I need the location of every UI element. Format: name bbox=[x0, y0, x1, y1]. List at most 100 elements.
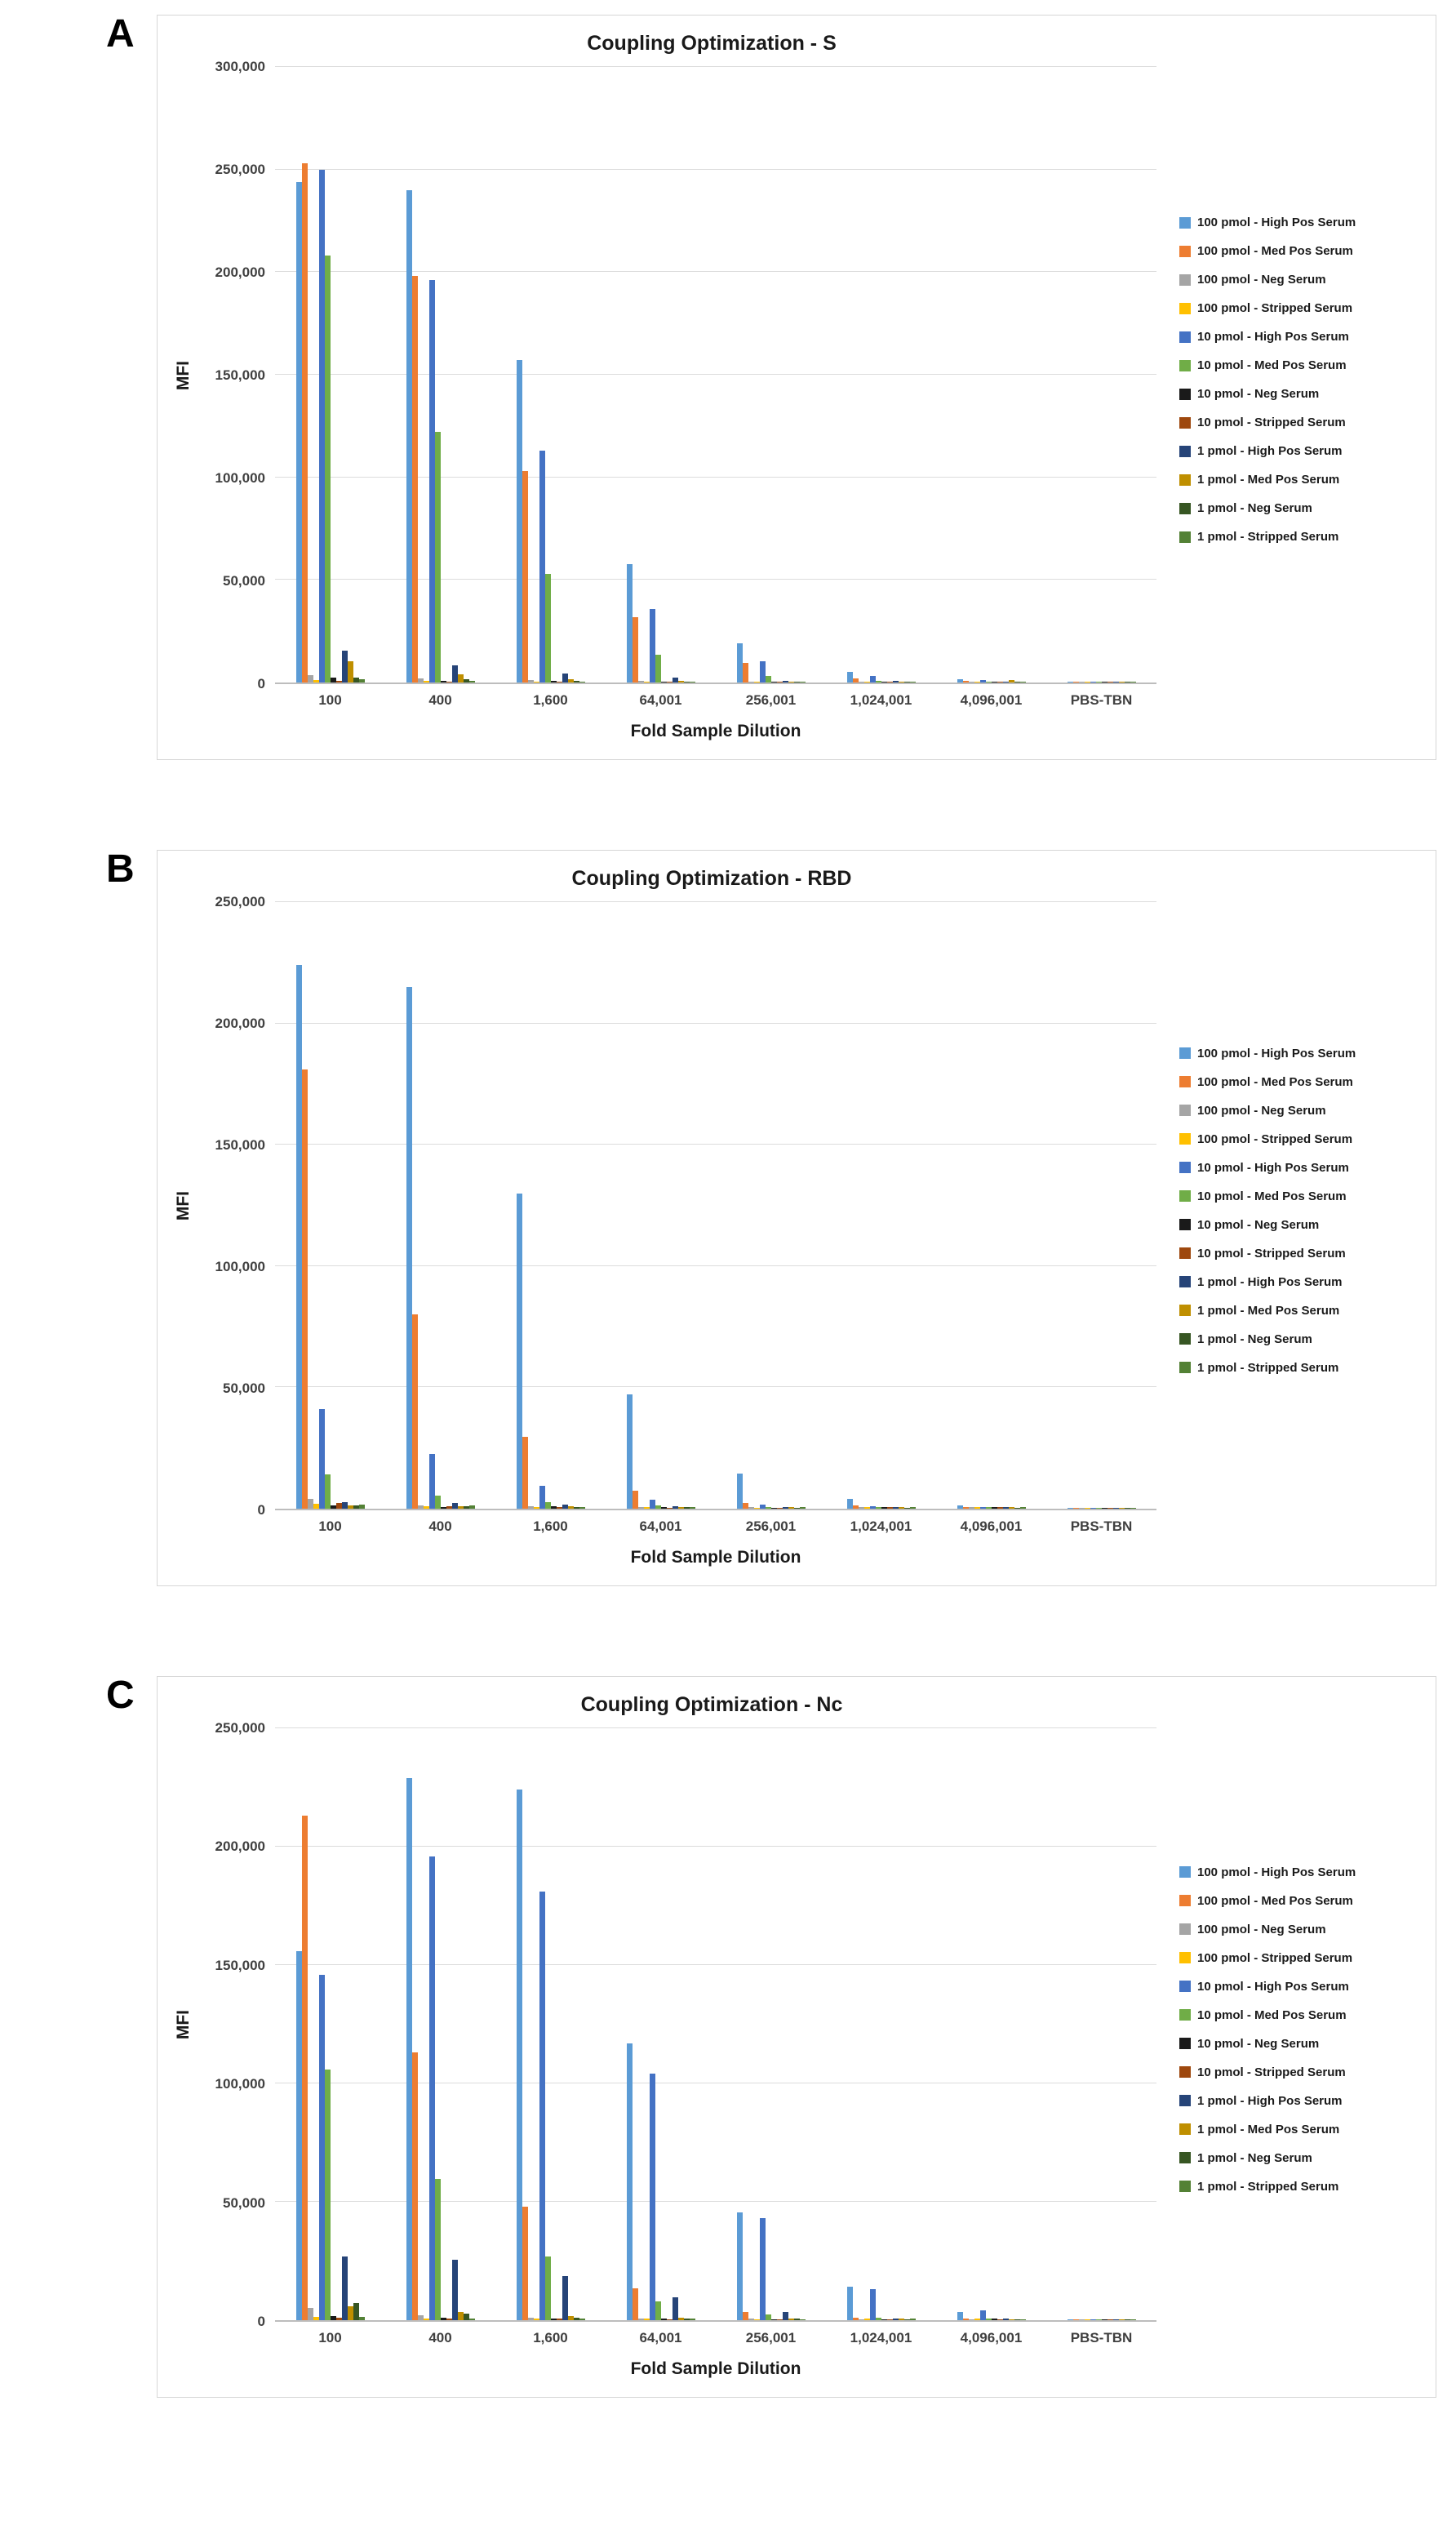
legend-label: 10 pmol - Neg Serum bbox=[1197, 1217, 1320, 1232]
legend-item: 1 pmol - Med Pos Serum bbox=[1179, 1304, 1427, 1318]
bar bbox=[341, 2256, 348, 2320]
legend-swatch-icon bbox=[1179, 1219, 1191, 1230]
legend-item: 1 pmol - High Pos Serum bbox=[1179, 1275, 1427, 1289]
bar bbox=[968, 1506, 974, 1509]
gridline bbox=[275, 2201, 1156, 2202]
legend-swatch-icon bbox=[1179, 445, 1191, 457]
bar bbox=[522, 1437, 528, 1509]
gridline bbox=[275, 1265, 1156, 1266]
bar bbox=[782, 2312, 788, 2320]
bar bbox=[457, 1506, 464, 1509]
bar bbox=[852, 1505, 859, 1509]
bar bbox=[562, 2276, 568, 2320]
gridline bbox=[275, 1144, 1156, 1145]
bar bbox=[742, 2311, 748, 2320]
bar bbox=[468, 680, 475, 682]
bar bbox=[440, 1506, 446, 1509]
legend-swatch-icon bbox=[1179, 1162, 1191, 1173]
chart-a-title: Coupling Optimization - S bbox=[587, 32, 837, 55]
bar bbox=[347, 1505, 353, 1509]
bar bbox=[1019, 1507, 1026, 1509]
bar bbox=[788, 2318, 794, 2320]
legend-item: 1 pmol - Stripped Serum bbox=[1179, 1361, 1427, 1375]
legend-swatch-icon bbox=[1179, 502, 1191, 514]
legend-label: 10 pmol - Neg Serum bbox=[1197, 2036, 1320, 2051]
bar bbox=[892, 681, 899, 682]
bar bbox=[406, 1777, 412, 2320]
gridline bbox=[275, 579, 1156, 580]
y-tick-label: 50,000 bbox=[223, 2194, 265, 2211]
bar bbox=[852, 678, 859, 682]
bar bbox=[446, 2318, 452, 2320]
legend-swatch-icon bbox=[1179, 1133, 1191, 1145]
bar bbox=[567, 2316, 574, 2320]
bar bbox=[637, 2318, 644, 2320]
legend-item: 10 pmol - Stripped Serum bbox=[1179, 2065, 1427, 2079]
bar bbox=[683, 1507, 690, 1509]
bar bbox=[892, 1506, 899, 1509]
bar bbox=[643, 2319, 650, 2320]
legend-label: 10 pmol - Med Pos Serum bbox=[1197, 2007, 1347, 2022]
legend-label: 100 pmol - Neg Serum bbox=[1197, 273, 1326, 287]
bar bbox=[626, 2043, 633, 2320]
bar bbox=[985, 681, 992, 682]
bar-group-1,600 bbox=[495, 902, 606, 1509]
bar bbox=[1067, 2319, 1073, 2320]
bar bbox=[307, 1499, 313, 1509]
bar bbox=[301, 163, 308, 682]
x-axis-ticks: 100 400 1,600 64,001 256,001 1,024,001 4,096,0… bbox=[275, 692, 1156, 709]
y-tick-label: 300,000 bbox=[215, 59, 265, 74]
bar bbox=[991, 2319, 997, 2320]
bar bbox=[632, 2288, 638, 2320]
bar bbox=[446, 1506, 452, 1509]
bar bbox=[1067, 1507, 1073, 1509]
legend-item: 10 pmol - High Pos Serum bbox=[1179, 1161, 1427, 1175]
bar bbox=[626, 564, 633, 682]
bar bbox=[1002, 2318, 1009, 2320]
x-tick-label: PBS-TBN bbox=[1070, 2330, 1133, 2345]
bar bbox=[451, 2260, 458, 2320]
bar bbox=[353, 2303, 359, 2320]
bar bbox=[632, 1490, 638, 1509]
bar bbox=[875, 680, 881, 682]
bar bbox=[318, 1974, 325, 2320]
bar bbox=[886, 1507, 893, 1509]
bar bbox=[1008, 2319, 1014, 2320]
legend-label: 100 pmol - Med Pos Serum bbox=[1197, 1893, 1353, 1908]
bar bbox=[440, 2318, 446, 2320]
legend-item: 10 pmol - Stripped Serum bbox=[1179, 1247, 1427, 1260]
y-tick-label: 200,000 bbox=[215, 1839, 265, 1855]
legend-swatch-icon bbox=[1179, 1866, 1191, 1878]
x-axis-label: Fold Sample Dilution bbox=[630, 722, 801, 740]
bar bbox=[335, 680, 342, 682]
gridline bbox=[275, 374, 1156, 375]
figure: A Coupling Optimization - S MFI 0 50,000 1… bbox=[0, 12, 1456, 2398]
legend-swatch-icon bbox=[1179, 2152, 1191, 2163]
legend-item: 10 pmol - Stripped Serum bbox=[1179, 416, 1427, 429]
legend-label: 10 pmol - Stripped Serum bbox=[1197, 1246, 1346, 1260]
legend-item: 10 pmol - High Pos Serum bbox=[1179, 330, 1427, 344]
bar bbox=[957, 679, 963, 682]
bar bbox=[527, 1506, 534, 1509]
legend-label: 1 pmol - Med Pos Serum bbox=[1197, 1303, 1340, 1318]
bar bbox=[1019, 2319, 1026, 2320]
legend-item: 1 pmol - Med Pos Serum bbox=[1179, 2123, 1427, 2136]
bar bbox=[423, 1506, 429, 1509]
bar bbox=[1008, 679, 1014, 682]
y-tick-label: 200,000 bbox=[215, 265, 265, 280]
bar bbox=[1084, 2319, 1090, 2320]
gridline bbox=[275, 476, 1156, 478]
bar bbox=[677, 680, 684, 682]
gridline bbox=[275, 1386, 1156, 1388]
bar bbox=[550, 681, 557, 682]
bar bbox=[417, 678, 424, 682]
bar-group-PBS-TBN bbox=[1046, 67, 1156, 682]
bar bbox=[353, 677, 359, 682]
bar bbox=[655, 655, 661, 682]
x-axis-ticks: 100 400 1,600 64,001 256,001 1,024,001 4,096,0… bbox=[275, 2330, 1156, 2346]
y-tick-label: 100,000 bbox=[215, 470, 265, 486]
bar bbox=[463, 2314, 469, 2320]
legend-label: 1 pmol - Stripped Serum bbox=[1197, 2179, 1339, 2194]
bar bbox=[903, 1507, 910, 1509]
x-axis-label: Fold Sample Dilution bbox=[630, 2359, 801, 2378]
